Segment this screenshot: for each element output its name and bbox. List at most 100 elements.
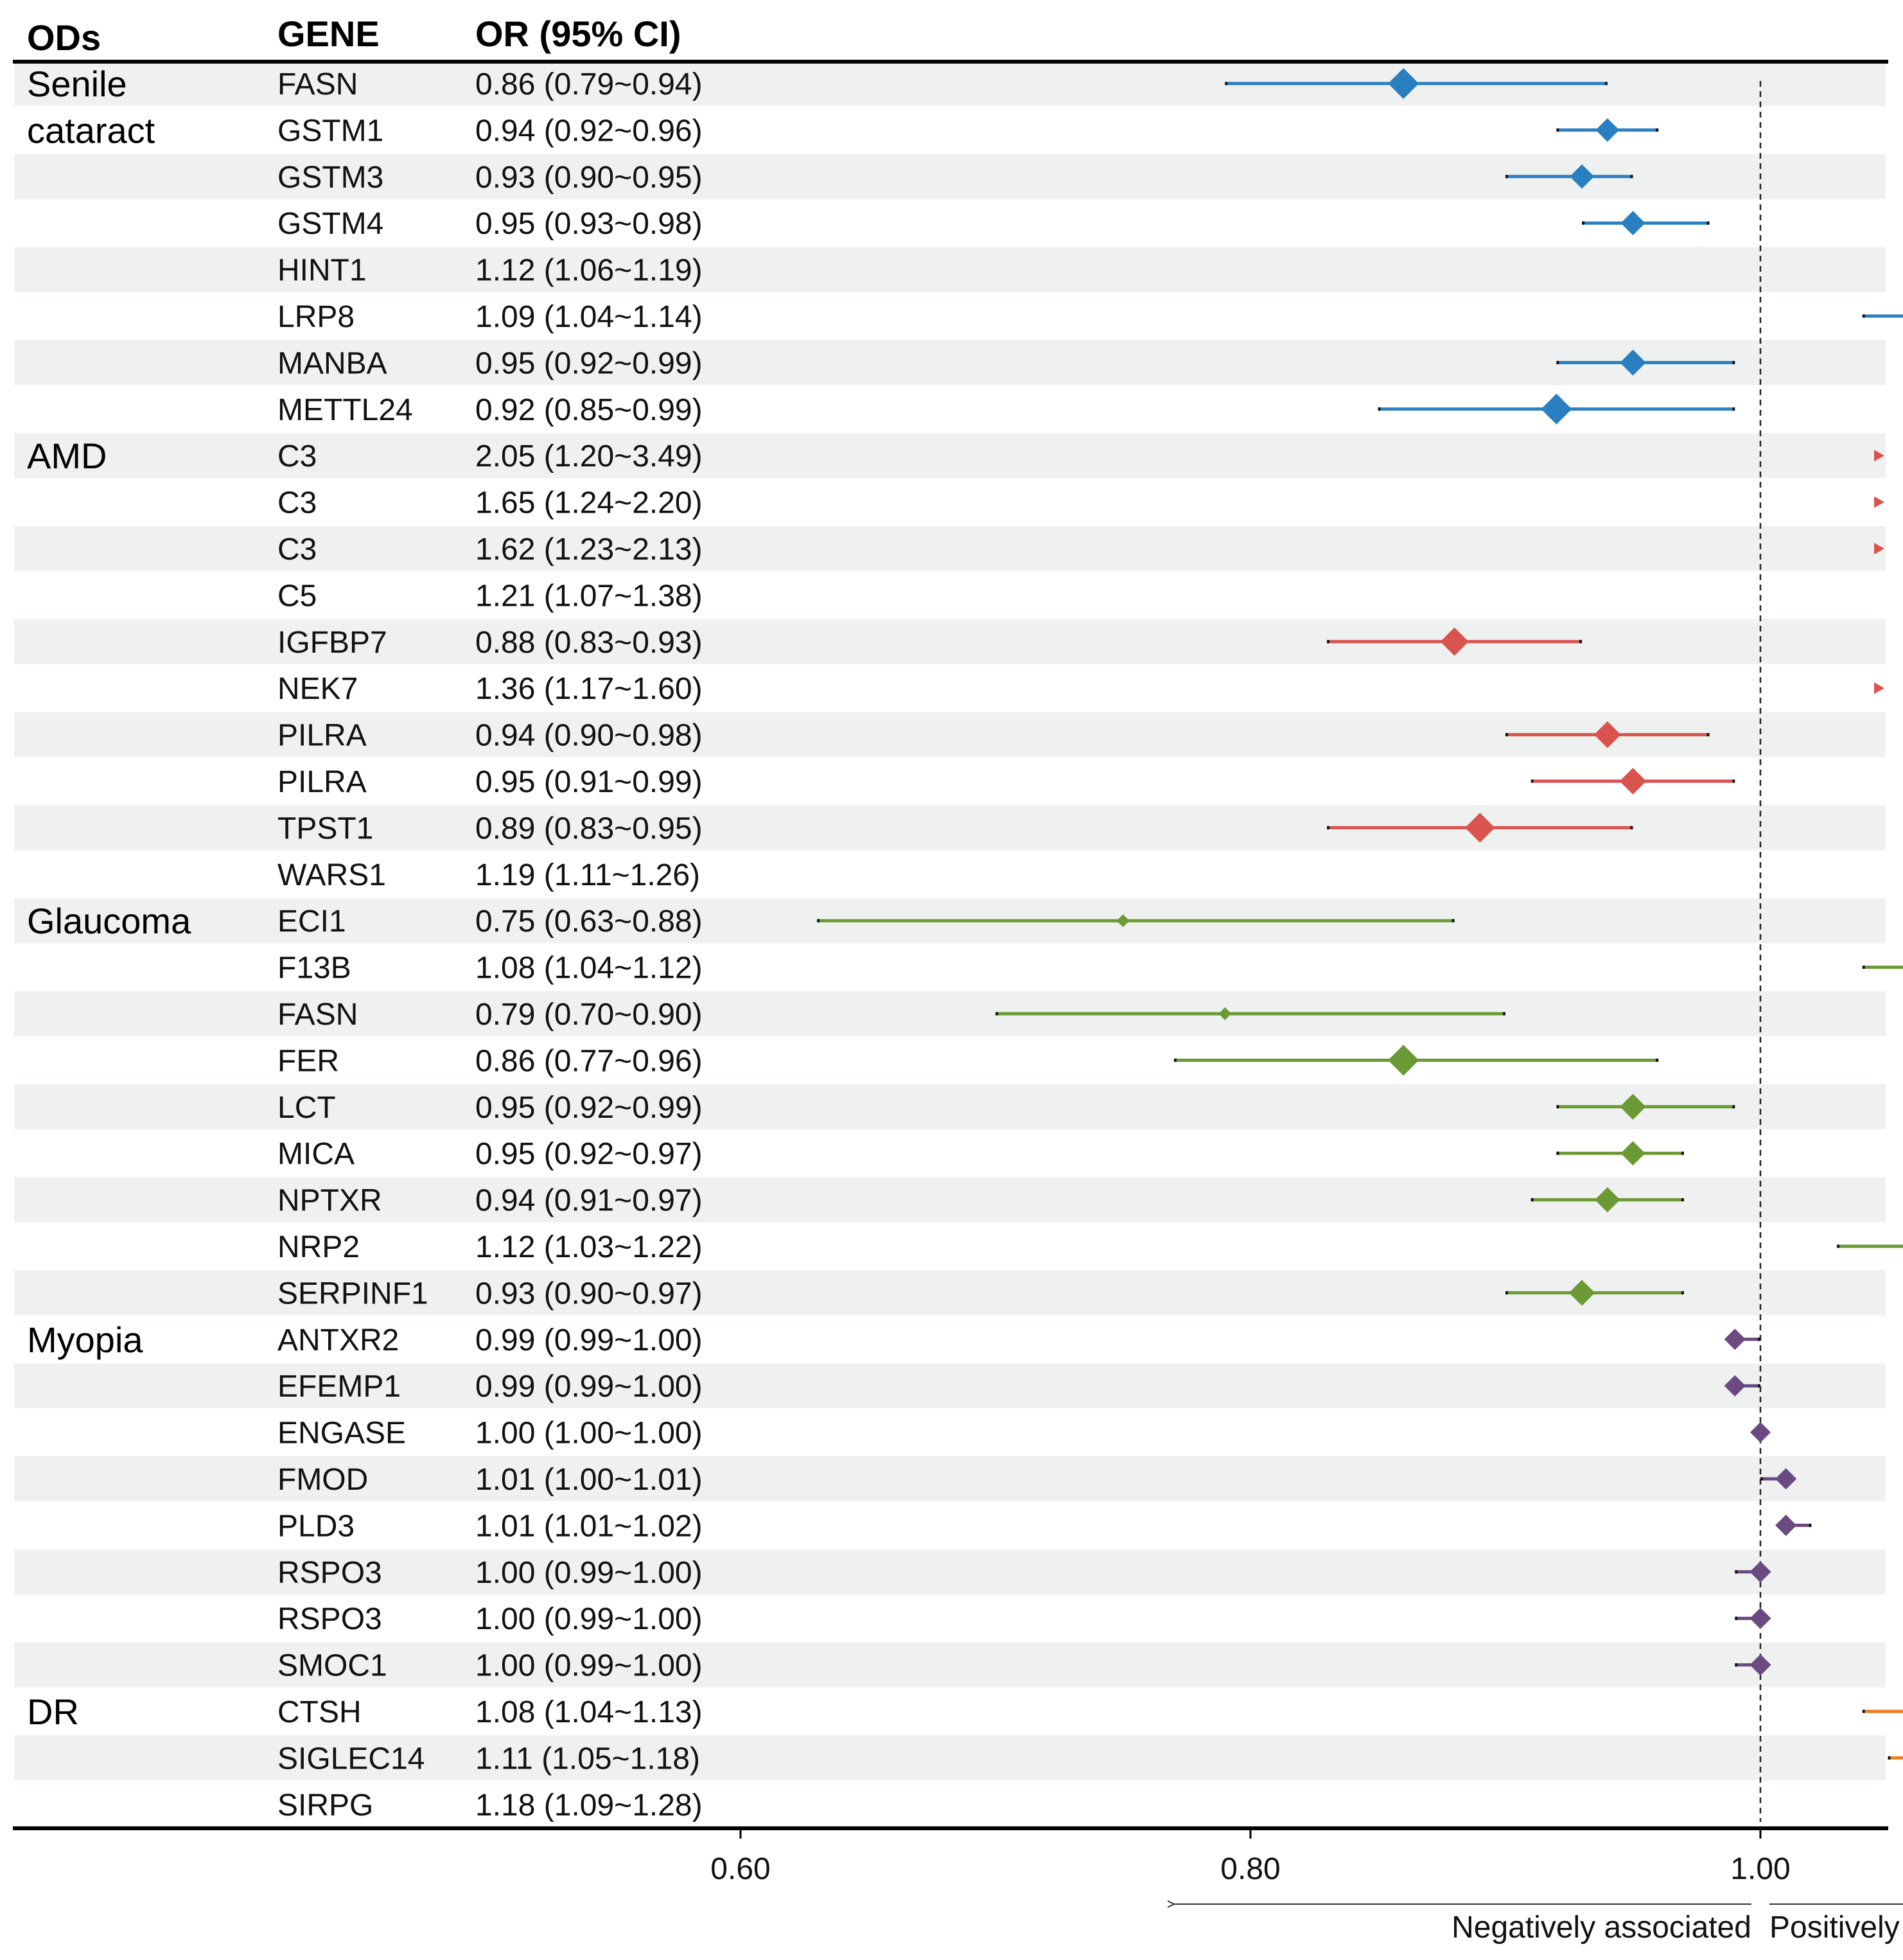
or-ci-label: 0.95 (0.92~0.97): [475, 1137, 703, 1171]
plot-marks: [817, 68, 1903, 1760]
gene-label: PILRA: [277, 765, 367, 799]
or-point: [1595, 1187, 1620, 1213]
gene-label: EFEMP1: [277, 1370, 401, 1404]
gene-label: C5: [277, 579, 317, 613]
gene-label: GSTM1: [277, 114, 383, 148]
or-ci-label: 0.94 (0.91~0.97): [475, 1184, 703, 1218]
or-ci-label: 0.95 (0.92~0.99): [475, 1091, 703, 1125]
or-point: [1775, 1468, 1797, 1490]
or-ci-label: 0.93 (0.90~0.95): [475, 161, 703, 195]
ci-arrowhead: [1874, 682, 1884, 694]
or-point: [1724, 1375, 1746, 1397]
or-ci-label: 1.08 (1.04~1.13): [475, 1695, 703, 1729]
or-ci-label: 0.99 (0.99~1.00): [475, 1370, 703, 1404]
or-point: [1568, 1280, 1595, 1306]
group-label: Glaucoma: [27, 901, 191, 941]
gene-label: METTL24: [277, 393, 413, 427]
column-headers: ODs GENE OR (95% CI): [27, 13, 681, 58]
group-labels: Senile cataract AMD Glaucoma Myopia DR: [27, 64, 191, 1732]
gene-label: GSTM3: [277, 161, 383, 195]
row-stripe: [14, 1549, 1886, 1594]
gene-label: NPTXR: [277, 1184, 382, 1218]
or-ci-label: 1.00 (0.99~1.00): [475, 1556, 703, 1590]
or-ci-label: 1.11 (1.05~1.18): [475, 1742, 700, 1776]
or-ci-label: 0.93 (0.90~0.97): [475, 1276, 703, 1311]
or-ci-label: 0.95 (0.93~0.98): [475, 207, 703, 241]
gene-label: ENGASE: [277, 1417, 406, 1451]
or-ci-label: 1.21 (1.07~1.38): [475, 579, 703, 613]
negative-label: Negatively associated: [1451, 1911, 1751, 1945]
or-point: [1465, 813, 1495, 843]
or-ci-label: 1.18 (1.09~1.28): [475, 1788, 703, 1823]
gene-label: PILRA: [277, 719, 367, 753]
gene-label: C3: [277, 486, 317, 520]
gene-label: FASN: [277, 67, 358, 102]
gene-label: ECI1: [277, 905, 346, 939]
gene-label: IGFBP7: [277, 626, 387, 660]
gene-label: HINT1: [277, 254, 367, 288]
header-or: OR (95% CI): [475, 13, 681, 54]
or-point: [1388, 1045, 1419, 1076]
or-point: [1619, 768, 1647, 795]
gene-label: RSPO3: [277, 1556, 382, 1590]
or-ci-label: 1.09 (1.04~1.14): [475, 300, 703, 334]
ci-arrowhead: [1874, 450, 1884, 462]
gene-label: LCT: [277, 1091, 336, 1125]
or-point: [1620, 349, 1646, 376]
gene-label: MANBA: [277, 346, 387, 380]
or-ci-label: 1.00 (1.00~1.00): [475, 1417, 703, 1451]
x-tick-label: 1.00: [1730, 1852, 1790, 1886]
or-point: [1388, 68, 1419, 99]
header-gene: GENE: [277, 13, 380, 54]
or-ci-label: 0.86 (0.77~0.96): [475, 1044, 703, 1078]
gene-label: FMOD: [277, 1463, 368, 1497]
gene-label: NRP2: [277, 1230, 360, 1264]
or-ci-label: 1.01 (1.00~1.01): [475, 1463, 703, 1497]
gene-label: SIGLEC14: [277, 1742, 425, 1776]
or-point: [1750, 1561, 1771, 1583]
x-axis-ticks: 0.600.801.001.201.40: [710, 1828, 1791, 1886]
or-ci-label: 1.62 (1.23~2.13): [475, 533, 703, 567]
row-stripe: [14, 991, 1886, 1036]
row-stripes: [14, 61, 1886, 1781]
x-tick-label: 0.60: [710, 1852, 770, 1886]
or-ci-label: 1.12 (1.06~1.19): [475, 254, 703, 288]
association-annotation: Negatively associated Positively associa…: [1174, 1904, 1903, 1945]
ci-arrowhead: [1874, 496, 1884, 508]
row-stripe: [14, 526, 1886, 571]
gene-label: TPST1: [277, 811, 373, 845]
gene-label: SERPINF1: [277, 1276, 428, 1311]
or-point: [1775, 1514, 1797, 1536]
or-ci-label: 0.95 (0.92~0.99): [475, 346, 703, 380]
gene-label: C3: [277, 533, 317, 567]
gene-label: GSTM4: [277, 207, 383, 241]
row-stripe: [14, 1456, 1886, 1501]
gene-label: WARS1: [277, 858, 386, 892]
or-ci-label: 2.05 (1.20~3.49): [475, 439, 703, 473]
gene-label: ANTXR2: [277, 1323, 399, 1357]
or-point: [1620, 211, 1645, 236]
or-point: [1750, 1654, 1771, 1676]
or-point: [1440, 627, 1469, 656]
or-point: [1116, 914, 1130, 928]
or-ci-label: 0.75 (0.63~0.88): [475, 905, 703, 939]
or-point: [1594, 721, 1621, 748]
or-point: [1750, 1607, 1771, 1629]
or-ci-label: 0.99 (0.99~1.00): [475, 1323, 703, 1357]
or-ci-label: 1.12 (1.03~1.22): [475, 1230, 703, 1264]
header-ods: ODs: [27, 17, 101, 58]
or-ci-label: 1.19 (1.11~1.26): [475, 858, 700, 892]
gene-label: CTSH: [277, 1695, 362, 1729]
or-ci-label: 0.88 (0.83~0.93): [475, 626, 703, 660]
or-ci-label: 1.00 (0.99~1.00): [475, 1649, 703, 1683]
row-stripe: [14, 247, 1886, 292]
or-ci-label: 0.94 (0.90~0.98): [475, 719, 703, 753]
row-stripe: [14, 1363, 1886, 1409]
or-ci-label: 0.92 (0.85~0.99): [475, 393, 703, 427]
or-point: [1620, 1141, 1645, 1166]
or-ci-label: 0.79 (0.70~0.90): [475, 998, 703, 1032]
or-ci-label: 1.36 (1.17~1.60): [475, 672, 703, 706]
table-text: FASN 0.86 (0.79~0.94) GSTM1 0.94 (0.92~0.96…: [277, 67, 703, 1823]
gene-label: F13B: [277, 951, 351, 985]
